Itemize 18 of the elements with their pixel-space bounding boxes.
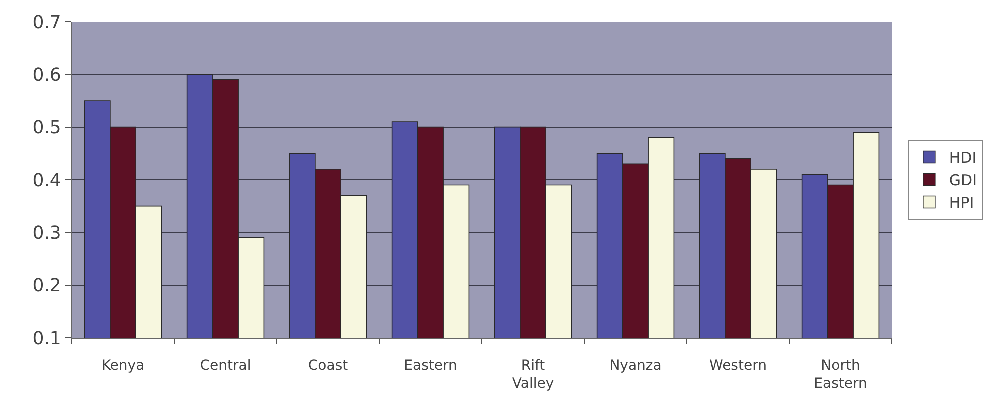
y-tick-label: 0.1	[32, 328, 62, 350]
y-tick-label: 0.4	[32, 170, 62, 192]
x-tick-label: Western	[710, 358, 767, 374]
y-tick-label: 0.5	[32, 118, 62, 139]
x-tick-label: Nyanza	[610, 358, 662, 374]
y-tick-label: 0.3	[32, 222, 62, 244]
x-tick-label: Rift Valley	[512, 358, 554, 392]
x-tick-label: North Eastern	[814, 358, 868, 392]
x-tick-label: Kenya	[102, 358, 145, 374]
legend-label: HPI	[949, 194, 974, 212]
y-tick-label: 0.2	[32, 276, 62, 297]
x-tick-label: Eastern	[404, 358, 458, 374]
x-tick-label: Coast	[308, 358, 349, 374]
x-tick-label: Central	[200, 358, 252, 374]
y-tick-label: 0.7	[32, 12, 62, 34]
y-tick-label: 0.6	[32, 64, 62, 86]
legend-label: GDI	[949, 172, 978, 190]
legend-label: HDI	[949, 149, 977, 168]
